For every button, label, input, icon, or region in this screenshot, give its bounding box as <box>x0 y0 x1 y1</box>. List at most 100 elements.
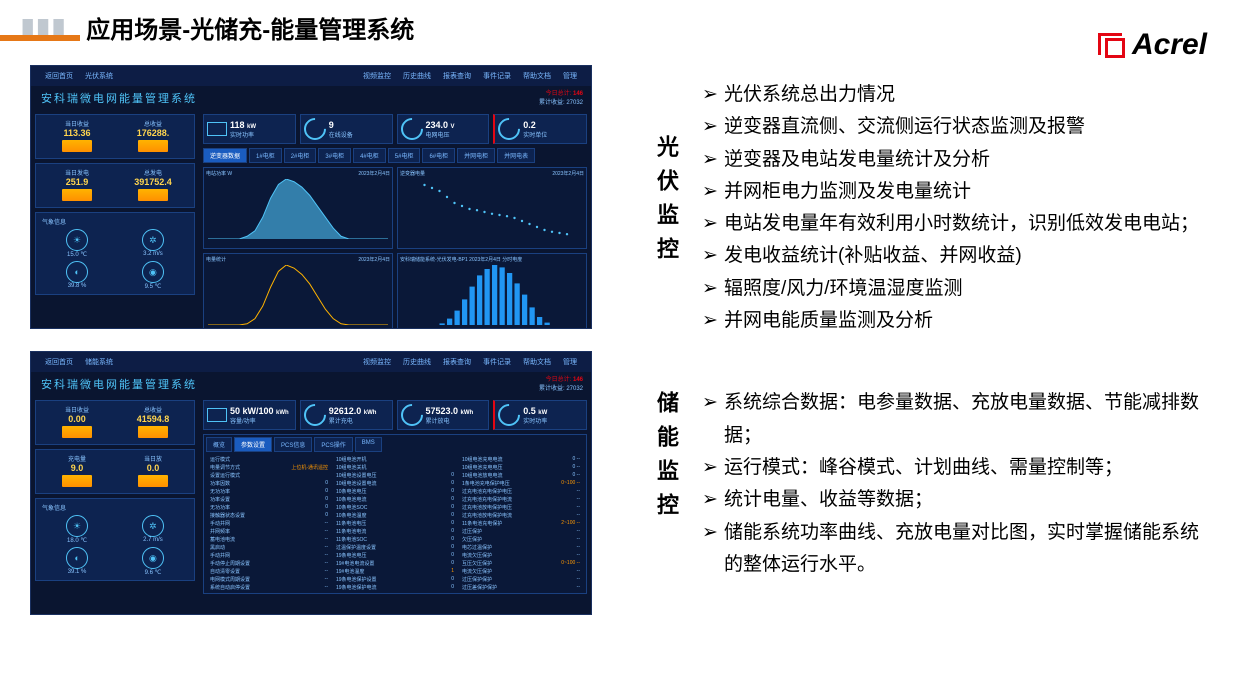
table-cell: 1条电池充电保护电压0~100 -- <box>462 480 580 487</box>
bullet-item: 系统综合数据：电参量数据、充放电量数据、节能减排数据； <box>702 387 1217 452</box>
pv-tab[interactable]: 逆变器数据 <box>203 148 247 163</box>
pv-section-label: 光伏监控 <box>650 135 682 271</box>
pv-tab[interactable]: 2#电柜 <box>284 148 317 163</box>
table-cell: 手动停止周期设置 -- <box>210 560 328 567</box>
nav-help[interactable]: 帮助文档 <box>523 357 551 367</box>
nav-help[interactable]: 帮助文档 <box>523 71 551 81</box>
ess-table-tab[interactable]: 参数设置 <box>234 437 272 452</box>
chart-panel: 逆变器电量2023年2月4日 <box>397 167 587 249</box>
ess-income-card: 当日收益0.00 总收益41594.8 <box>35 400 195 445</box>
table-cell: 10条电池温度0 <box>336 512 454 519</box>
nav-history[interactable]: 历史曲线 <box>403 71 431 81</box>
nav-events[interactable]: 事件记录 <box>483 71 511 81</box>
table-cell: 10条电池电压0 <box>336 488 454 495</box>
nav-current[interactable]: 储能系统 <box>85 357 113 367</box>
pv-tab[interactable]: 4#电柜 <box>353 148 386 163</box>
ess-topbar: 返回首页 储能系统 视频监控 历史曲线 报表查询 事件记录 帮助文档 管理 <box>31 352 591 372</box>
table-cell: 11条电池电压0 <box>336 520 454 527</box>
table-cell: 电流欠压保护 -- <box>462 568 580 575</box>
pv-tab[interactable]: 6#电柜 <box>422 148 455 163</box>
table-cell: 手动并网 -- <box>210 520 328 527</box>
env-card: 气象信息 ☀15.0 ℃ ✲3.2 m/s ◐39.8 % ◉9.5 ℃ <box>35 212 195 295</box>
bullet-item: 统计电量、收益等数据； <box>702 484 1217 516</box>
bullet-item: 逆变器直流侧、交流侧运行状态监测及报警 <box>702 111 1217 143</box>
table-cell: 设置运行模式 <box>210 472 328 479</box>
table-cell: 电芯过温保护 -- <box>462 544 580 551</box>
table-cell: 手动并网 -- <box>210 552 328 559</box>
table-cell: 10组电池关机 <box>336 464 454 471</box>
table-cell: 接触器状态设置 0 <box>210 512 328 519</box>
metric-card: 92612.0 kWh累计充电 <box>300 400 393 430</box>
bullet-item: 运行模式：峰谷模式、计划曲线、需量控制等； <box>702 452 1217 484</box>
metric-card: 0.5 kW实时功率 <box>493 400 587 430</box>
table-cell: 过充电池充电保护电流 -- <box>462 496 580 503</box>
nav-events[interactable]: 事件记录 <box>483 357 511 367</box>
table-cell: 19条电池保护设置0 <box>336 576 454 583</box>
bullet-item: 电站发电量年有效利用小时数统计，识别低效发电电站； <box>702 208 1217 240</box>
ess-bullet-list: 系统综合数据：电参量数据、充放电量数据、节能减排数据；运行模式：峰谷模式、计划曲… <box>702 387 1217 581</box>
metric-card: 0.2 实时单位 <box>493 114 587 144</box>
table-cell: 电流欠压保护 -- <box>462 552 580 559</box>
table-cell: 10组电池设置电压0 <box>336 472 454 479</box>
nav-back[interactable]: 返回首页 <box>45 357 73 367</box>
bullet-item: 并网柜电力监测及发电量统计 <box>702 176 1217 208</box>
metric-card: 234.0 V电网电压 <box>397 114 490 144</box>
table-cell: 系统自动启停设置 -- <box>210 584 328 591</box>
pv-topbar: 返回首页 光伏系统 视频监控 历史曲线 报表查询 事件记录 帮助文档 管理 <box>31 66 591 86</box>
nav-video[interactable]: 视频监控 <box>363 357 391 367</box>
nav-video[interactable]: 视频监控 <box>363 71 391 81</box>
ess-table-tab[interactable]: BMS <box>355 437 382 452</box>
metric-card: 118 kW实时功率 <box>203 114 296 144</box>
ess-sys-title: 安科瑞微电网能量管理系统 <box>31 372 591 396</box>
table-cell: 19条电池电压0 <box>336 552 454 559</box>
table-cell: 过温保护温度设置0 <box>336 544 454 551</box>
table-cell: 10组电池设置电流0 <box>336 480 454 487</box>
ess-env-card: 气象信息 ☀18.0 ℃ ✲2.7 m/s ◐39.1 % ◉9.6 ℃ <box>35 498 195 581</box>
table-cell: 10组电池开机 <box>336 456 454 463</box>
ess-table-tab[interactable]: 概览 <box>206 437 232 452</box>
pv-tab[interactable]: 1#电柜 <box>249 148 282 163</box>
brand-logo: Acrel <box>1098 28 1207 62</box>
nav-back[interactable]: 返回首页 <box>45 71 73 81</box>
table-cell: 19#电池电流设置0 <box>336 560 454 567</box>
table-cell: 并网频率 -- <box>210 528 328 535</box>
bullet-item: 储能系统功率曲线、充放电量对比图，实时掌握储能系统的整体运行水平。 <box>702 517 1217 582</box>
pv-tab[interactable]: 并网电柜 <box>457 148 495 163</box>
nav-history[interactable]: 历史曲线 <box>403 357 431 367</box>
nav-current[interactable]: 光伏系统 <box>85 71 113 81</box>
table-cell: 运行模式 <box>210 456 328 463</box>
ess-table-tab[interactable]: PCS操作 <box>314 437 352 452</box>
table-cell: 过压保护 -- <box>462 528 580 535</box>
pv-tab[interactable]: 3#电柜 <box>318 148 351 163</box>
ess-screenshot: 返回首页 储能系统 视频监控 历史曲线 报表查询 事件记录 帮助文档 管理 安科… <box>30 351 592 615</box>
ess-table-tab[interactable]: PCS信息 <box>274 437 312 452</box>
income-card: 当日收益113.36 总收益176288. <box>35 114 195 159</box>
pv-tab[interactable]: 并网电表 <box>497 148 535 163</box>
table-cell: 19条电池保护电流0 <box>336 584 454 591</box>
metric-card: 50 kW/100 kWh容量/功率 <box>203 400 296 430</box>
logo-text: Acrel <box>1132 28 1207 62</box>
nav-user[interactable]: 管理 <box>563 357 577 367</box>
table-cell: 10组电池充电电压0 -- <box>462 464 580 471</box>
bullet-item: 逆变器及电站发电量统计及分析 <box>702 144 1217 176</box>
bullet-item: 辐照度/风力/环境温湿度监测 <box>702 273 1217 305</box>
table-cell: 10条电池SOC0 <box>336 504 454 511</box>
table-cell: 过压差保护保护 -- <box>462 584 580 591</box>
bullet-item: 发电收益统计(补贴收益、并网收益) <box>702 240 1217 272</box>
table-cell: 欠压保护 -- <box>462 536 580 543</box>
table-cell: 过充电池放电保护电流 -- <box>462 512 580 519</box>
logo-icon <box>1098 33 1126 57</box>
nav-report[interactable]: 报表查询 <box>443 357 471 367</box>
ess-gen-card: 充电量9.0 当日放0.0 <box>35 449 195 494</box>
table-cell: 10条电池电流0 <box>336 496 454 503</box>
table-cell: 无功功率 0 <box>210 488 328 495</box>
pv-screenshot: 返回首页 光伏系统 视频监控 历史曲线 报表查询 事件记录 帮助文档 管理 安科… <box>30 65 592 329</box>
table-cell: 19#电池温度1 <box>336 568 454 575</box>
pv-tab[interactable]: 5#电柜 <box>388 148 421 163</box>
nav-user[interactable]: 管理 <box>563 71 577 81</box>
table-cell: 自动清零设置 -- <box>210 568 328 575</box>
nav-report[interactable]: 报表查询 <box>443 71 471 81</box>
table-cell: 过充电池充电保护电压 -- <box>462 488 580 495</box>
gen-card: 当日发电251.9 总发电391752.4 <box>35 163 195 208</box>
table-cell: 过充电池放电保护电压 -- <box>462 504 580 511</box>
